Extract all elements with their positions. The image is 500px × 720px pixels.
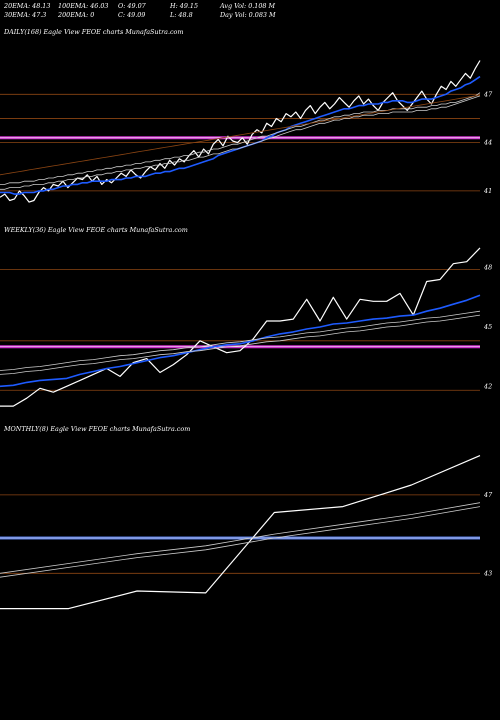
weekly-tick-label-2: 42 xyxy=(483,382,492,390)
monthly-ema_slow-series xyxy=(0,502,481,574)
day-vol-value: Day Vol: 0.083 M xyxy=(220,11,276,19)
monthly-price-series xyxy=(0,455,481,610)
monthly-ema_slow2-series xyxy=(0,506,481,578)
avg-vol-value: Avg Vol: 0.108 M xyxy=(220,2,276,10)
daily-tick-label-1: 44 xyxy=(483,139,492,147)
weekly-chart-title: WEEKLY(36) Eagle View FEOE charts Munafa… xyxy=(4,226,188,234)
weekly-tick-label-1: 45 xyxy=(483,323,492,331)
open-value: O: 49.07 xyxy=(118,2,146,10)
daily-ema_slow2-series xyxy=(0,95,481,190)
weekly-price-series xyxy=(0,247,481,407)
weekly-ema_fast-series xyxy=(0,294,481,388)
stats-row-2: 30EMA: 47.3 200EMA: 0 C: 49.09 L: 48.8 Day V… xyxy=(4,11,276,20)
weekly-ema_slow2-series xyxy=(0,314,481,375)
ema20-value: 20EMA: 48.13 xyxy=(4,2,51,10)
low-value: L: 48.8 xyxy=(170,11,193,19)
daily-chart-title: DAILY(168) Eagle View FEOE charts Munafa… xyxy=(4,28,184,36)
weekly-tick-label-0: 48 xyxy=(483,264,492,272)
stats-header: 20EMA: 48.13 100EMA: 46.03 O: 49.07 H: 49.1… xyxy=(4,2,276,20)
ema30-value: 30EMA: 47.3 xyxy=(4,11,47,19)
stats-row-1: 20EMA: 48.13 100EMA: 46.03 O: 49.07 H: 49.1… xyxy=(4,2,276,11)
daily-tick-label-2: 41 xyxy=(483,187,492,195)
daily-ema_long-series xyxy=(0,94,481,176)
monthly-tick-label-1: 43 xyxy=(483,569,492,577)
daily-price-series xyxy=(0,60,481,203)
monthly-tick-label-0: 47 xyxy=(483,491,493,499)
monthly-chart-title: MONTHLY(8) Eagle View FEOE charts Munafa… xyxy=(4,425,191,433)
close-value: C: 49.09 xyxy=(118,11,146,19)
weekly-ema_slow-series xyxy=(0,310,481,371)
daily-tick-label-0: 47 xyxy=(483,90,493,98)
ema200-value: 200EMA: 0 xyxy=(58,11,95,19)
high-value: H: 49.15 xyxy=(170,2,199,10)
ema100-value: 100EMA: 46.03 xyxy=(58,2,109,10)
